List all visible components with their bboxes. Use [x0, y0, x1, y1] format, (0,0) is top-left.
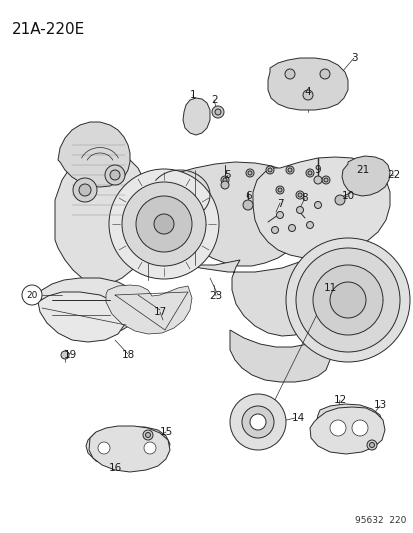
Polygon shape	[170, 162, 311, 266]
Circle shape	[366, 440, 376, 450]
Circle shape	[79, 184, 91, 196]
Text: 16: 16	[108, 463, 121, 473]
Circle shape	[275, 186, 283, 194]
Circle shape	[321, 176, 329, 184]
Polygon shape	[309, 407, 384, 454]
Text: 3: 3	[350, 53, 356, 63]
Text: 12: 12	[332, 395, 346, 405]
Polygon shape	[183, 98, 209, 135]
Circle shape	[285, 238, 409, 362]
Circle shape	[223, 178, 226, 182]
Polygon shape	[55, 150, 147, 285]
Circle shape	[305, 169, 313, 177]
Circle shape	[154, 214, 173, 234]
Circle shape	[323, 178, 327, 182]
Text: 17: 17	[153, 307, 166, 317]
Text: 13: 13	[373, 400, 386, 410]
Circle shape	[285, 166, 293, 174]
Polygon shape	[252, 157, 389, 258]
Circle shape	[110, 170, 120, 180]
Circle shape	[306, 222, 313, 229]
Circle shape	[314, 201, 321, 208]
Text: 21A-220E: 21A-220E	[12, 22, 85, 37]
Circle shape	[369, 442, 374, 448]
Circle shape	[249, 414, 266, 430]
Polygon shape	[106, 285, 192, 334]
Circle shape	[351, 420, 367, 436]
Circle shape	[109, 169, 218, 279]
Circle shape	[245, 169, 254, 177]
Circle shape	[267, 168, 271, 172]
Circle shape	[247, 171, 252, 175]
Text: 95632  220: 95632 220	[354, 516, 405, 525]
Circle shape	[211, 106, 223, 118]
Text: 22: 22	[387, 170, 400, 180]
Polygon shape	[267, 58, 347, 110]
Text: 1: 1	[189, 90, 196, 100]
Circle shape	[221, 181, 228, 189]
Circle shape	[221, 176, 228, 184]
Polygon shape	[341, 156, 389, 196]
Circle shape	[312, 265, 382, 335]
Circle shape	[296, 206, 303, 214]
Circle shape	[214, 109, 221, 115]
Circle shape	[145, 432, 150, 438]
Circle shape	[288, 224, 295, 231]
Circle shape	[319, 69, 329, 79]
Circle shape	[329, 420, 345, 436]
Text: 2: 2	[211, 95, 218, 105]
Circle shape	[302, 90, 312, 100]
Circle shape	[297, 193, 301, 197]
Polygon shape	[58, 122, 130, 187]
Circle shape	[276, 212, 283, 219]
Text: 11: 11	[323, 283, 336, 293]
Text: 10: 10	[341, 191, 354, 201]
Circle shape	[98, 442, 110, 454]
Polygon shape	[230, 330, 329, 382]
Polygon shape	[315, 404, 382, 447]
Circle shape	[287, 168, 291, 172]
Polygon shape	[86, 427, 170, 468]
Circle shape	[284, 69, 294, 79]
Circle shape	[313, 176, 321, 184]
Circle shape	[73, 178, 97, 202]
Text: 14: 14	[291, 413, 304, 423]
Circle shape	[295, 191, 303, 199]
Text: 19: 19	[63, 350, 76, 360]
Circle shape	[271, 227, 278, 233]
Circle shape	[295, 248, 399, 352]
Polygon shape	[35, 278, 140, 335]
Text: 7: 7	[276, 199, 282, 209]
Circle shape	[334, 195, 344, 205]
Circle shape	[307, 171, 311, 175]
Polygon shape	[38, 292, 125, 342]
Circle shape	[22, 285, 42, 305]
Text: 4: 4	[304, 87, 311, 97]
Circle shape	[329, 282, 365, 318]
Text: 18: 18	[121, 350, 134, 360]
Circle shape	[144, 442, 156, 454]
Circle shape	[266, 166, 273, 174]
Circle shape	[136, 196, 192, 252]
Circle shape	[230, 394, 285, 450]
Circle shape	[142, 430, 153, 440]
Circle shape	[61, 351, 69, 359]
Text: 8: 8	[301, 193, 308, 203]
Polygon shape	[133, 190, 192, 250]
Circle shape	[242, 406, 273, 438]
Circle shape	[242, 200, 252, 210]
Text: 6: 6	[245, 191, 252, 201]
Circle shape	[122, 182, 206, 266]
Polygon shape	[89, 426, 170, 472]
Polygon shape	[175, 252, 327, 336]
Circle shape	[105, 165, 125, 185]
Text: 20: 20	[26, 290, 38, 300]
Circle shape	[277, 188, 281, 192]
Text: 9: 9	[314, 165, 320, 175]
Text: 5: 5	[224, 170, 231, 180]
Text: 23: 23	[209, 291, 222, 301]
Text: 15: 15	[159, 427, 172, 437]
Text: 21: 21	[356, 165, 369, 175]
